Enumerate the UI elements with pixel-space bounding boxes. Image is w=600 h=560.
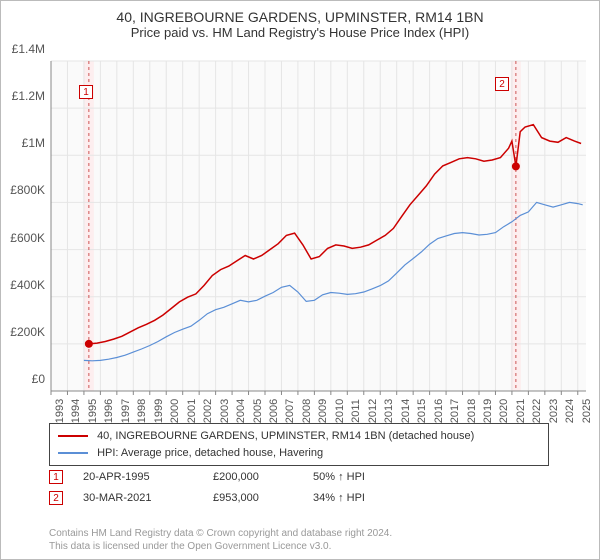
y-tick-label: £800K	[10, 183, 45, 197]
x-tick-label: 2005	[252, 399, 264, 423]
x-tick-label: 2016	[433, 399, 445, 423]
x-tick-label: 2019	[482, 399, 494, 423]
y-tick-label: £600K	[10, 231, 45, 245]
x-tick-label: 2018	[466, 399, 478, 423]
marker-row-1: 1 20-APR-1995 £200,000 50% ↑ HPI	[49, 467, 365, 488]
x-tick-label: 2017	[449, 399, 461, 423]
x-tick-label: 2007	[284, 399, 296, 423]
x-tick-label: 1993	[54, 399, 66, 423]
chart-marker-1: 1	[79, 85, 93, 99]
chart-marker-2: 2	[495, 77, 509, 91]
marker-events: 1 20-APR-1995 £200,000 50% ↑ HPI 2 30-MA…	[49, 467, 365, 509]
x-tick-label: 2001	[186, 399, 198, 423]
x-tick-label: 2006	[268, 399, 280, 423]
x-tick-label: 2009	[317, 399, 329, 423]
chart-subtitle: Price paid vs. HM Land Registry's House …	[1, 25, 599, 42]
legend-label-property: 40, INGREBOURNE GARDENS, UPMINSTER, RM14…	[97, 430, 474, 442]
x-tick-label: 1999	[153, 399, 165, 423]
x-tick-label: 2023	[548, 399, 560, 423]
chart-svg	[51, 49, 586, 409]
marker-price-1: £200,000	[213, 467, 313, 488]
legend-label-hpi: HPI: Average price, detached house, Have…	[97, 447, 323, 459]
x-tick-label: 2011	[350, 399, 362, 423]
x-tick-label: 2015	[416, 399, 428, 423]
marker-row-2: 2 30-MAR-2021 £953,000 34% ↑ HPI	[49, 488, 365, 509]
x-tick-label: 2021	[515, 399, 527, 423]
y-tick-label: £1M	[22, 136, 45, 150]
legend-swatch-hpi	[58, 452, 88, 454]
y-tick-label: £200K	[10, 325, 45, 339]
x-tick-label: 2010	[334, 399, 346, 423]
x-tick-label: 1996	[103, 399, 115, 423]
marker-box-1: 1	[49, 470, 63, 484]
x-axis-labels: 1993199419951996199719981999200020012002…	[51, 379, 586, 419]
legend-swatch-property	[58, 435, 88, 437]
x-tick-label: 2008	[301, 399, 313, 423]
marker-hpi-2: 34% ↑ HPI	[313, 488, 365, 509]
x-tick-label: 1994	[70, 399, 82, 423]
y-tick-label: £400K	[10, 278, 45, 292]
footer-line2: This data is licensed under the Open Gov…	[49, 540, 392, 553]
x-tick-label: 2000	[169, 399, 181, 423]
legend-item-property: 40, INGREBOURNE GARDENS, UPMINSTER, RM14…	[58, 428, 540, 445]
footer: Contains HM Land Registry data © Crown c…	[49, 527, 392, 553]
y-tick-label: £0	[32, 372, 45, 386]
x-tick-label: 2014	[400, 399, 412, 423]
x-tick-label: 1997	[120, 399, 132, 423]
x-tick-label: 1998	[136, 399, 148, 423]
chart-container: 40, INGREBOURNE GARDENS, UPMINSTER, RM14…	[0, 0, 600, 560]
footer-line1: Contains HM Land Registry data © Crown c…	[49, 527, 392, 540]
x-tick-label: 2002	[202, 399, 214, 423]
marker-hpi-1: 50% ↑ HPI	[313, 467, 365, 488]
y-tick-label: £1.2M	[12, 89, 45, 103]
marker-price-2: £953,000	[213, 488, 313, 509]
y-axis-labels: £0£200K£400K£600K£800K£1M£1.2M£1.4M	[1, 49, 49, 379]
x-tick-label: 2022	[531, 399, 543, 423]
marker-box-2: 2	[49, 491, 63, 505]
x-tick-label: 1995	[87, 399, 99, 423]
x-tick-label: 2020	[498, 399, 510, 423]
x-tick-label: 2024	[564, 399, 576, 423]
x-tick-label: 2025	[581, 399, 593, 423]
legend-item-hpi: HPI: Average price, detached house, Have…	[58, 445, 540, 462]
chart-title: 40, INGREBOURNE GARDENS, UPMINSTER, RM14…	[1, 1, 599, 25]
chart-plot-area: 1 2	[51, 49, 586, 409]
x-tick-label: 2012	[367, 399, 379, 423]
marker-date-2: 30-MAR-2021	[83, 488, 213, 509]
x-tick-label: 2004	[235, 399, 247, 423]
x-tick-label: 2013	[383, 399, 395, 423]
legend: 40, INGREBOURNE GARDENS, UPMINSTER, RM14…	[49, 423, 549, 466]
marker-date-1: 20-APR-1995	[83, 467, 213, 488]
x-tick-label: 2003	[219, 399, 231, 423]
y-tick-label: £1.4M	[12, 42, 45, 56]
